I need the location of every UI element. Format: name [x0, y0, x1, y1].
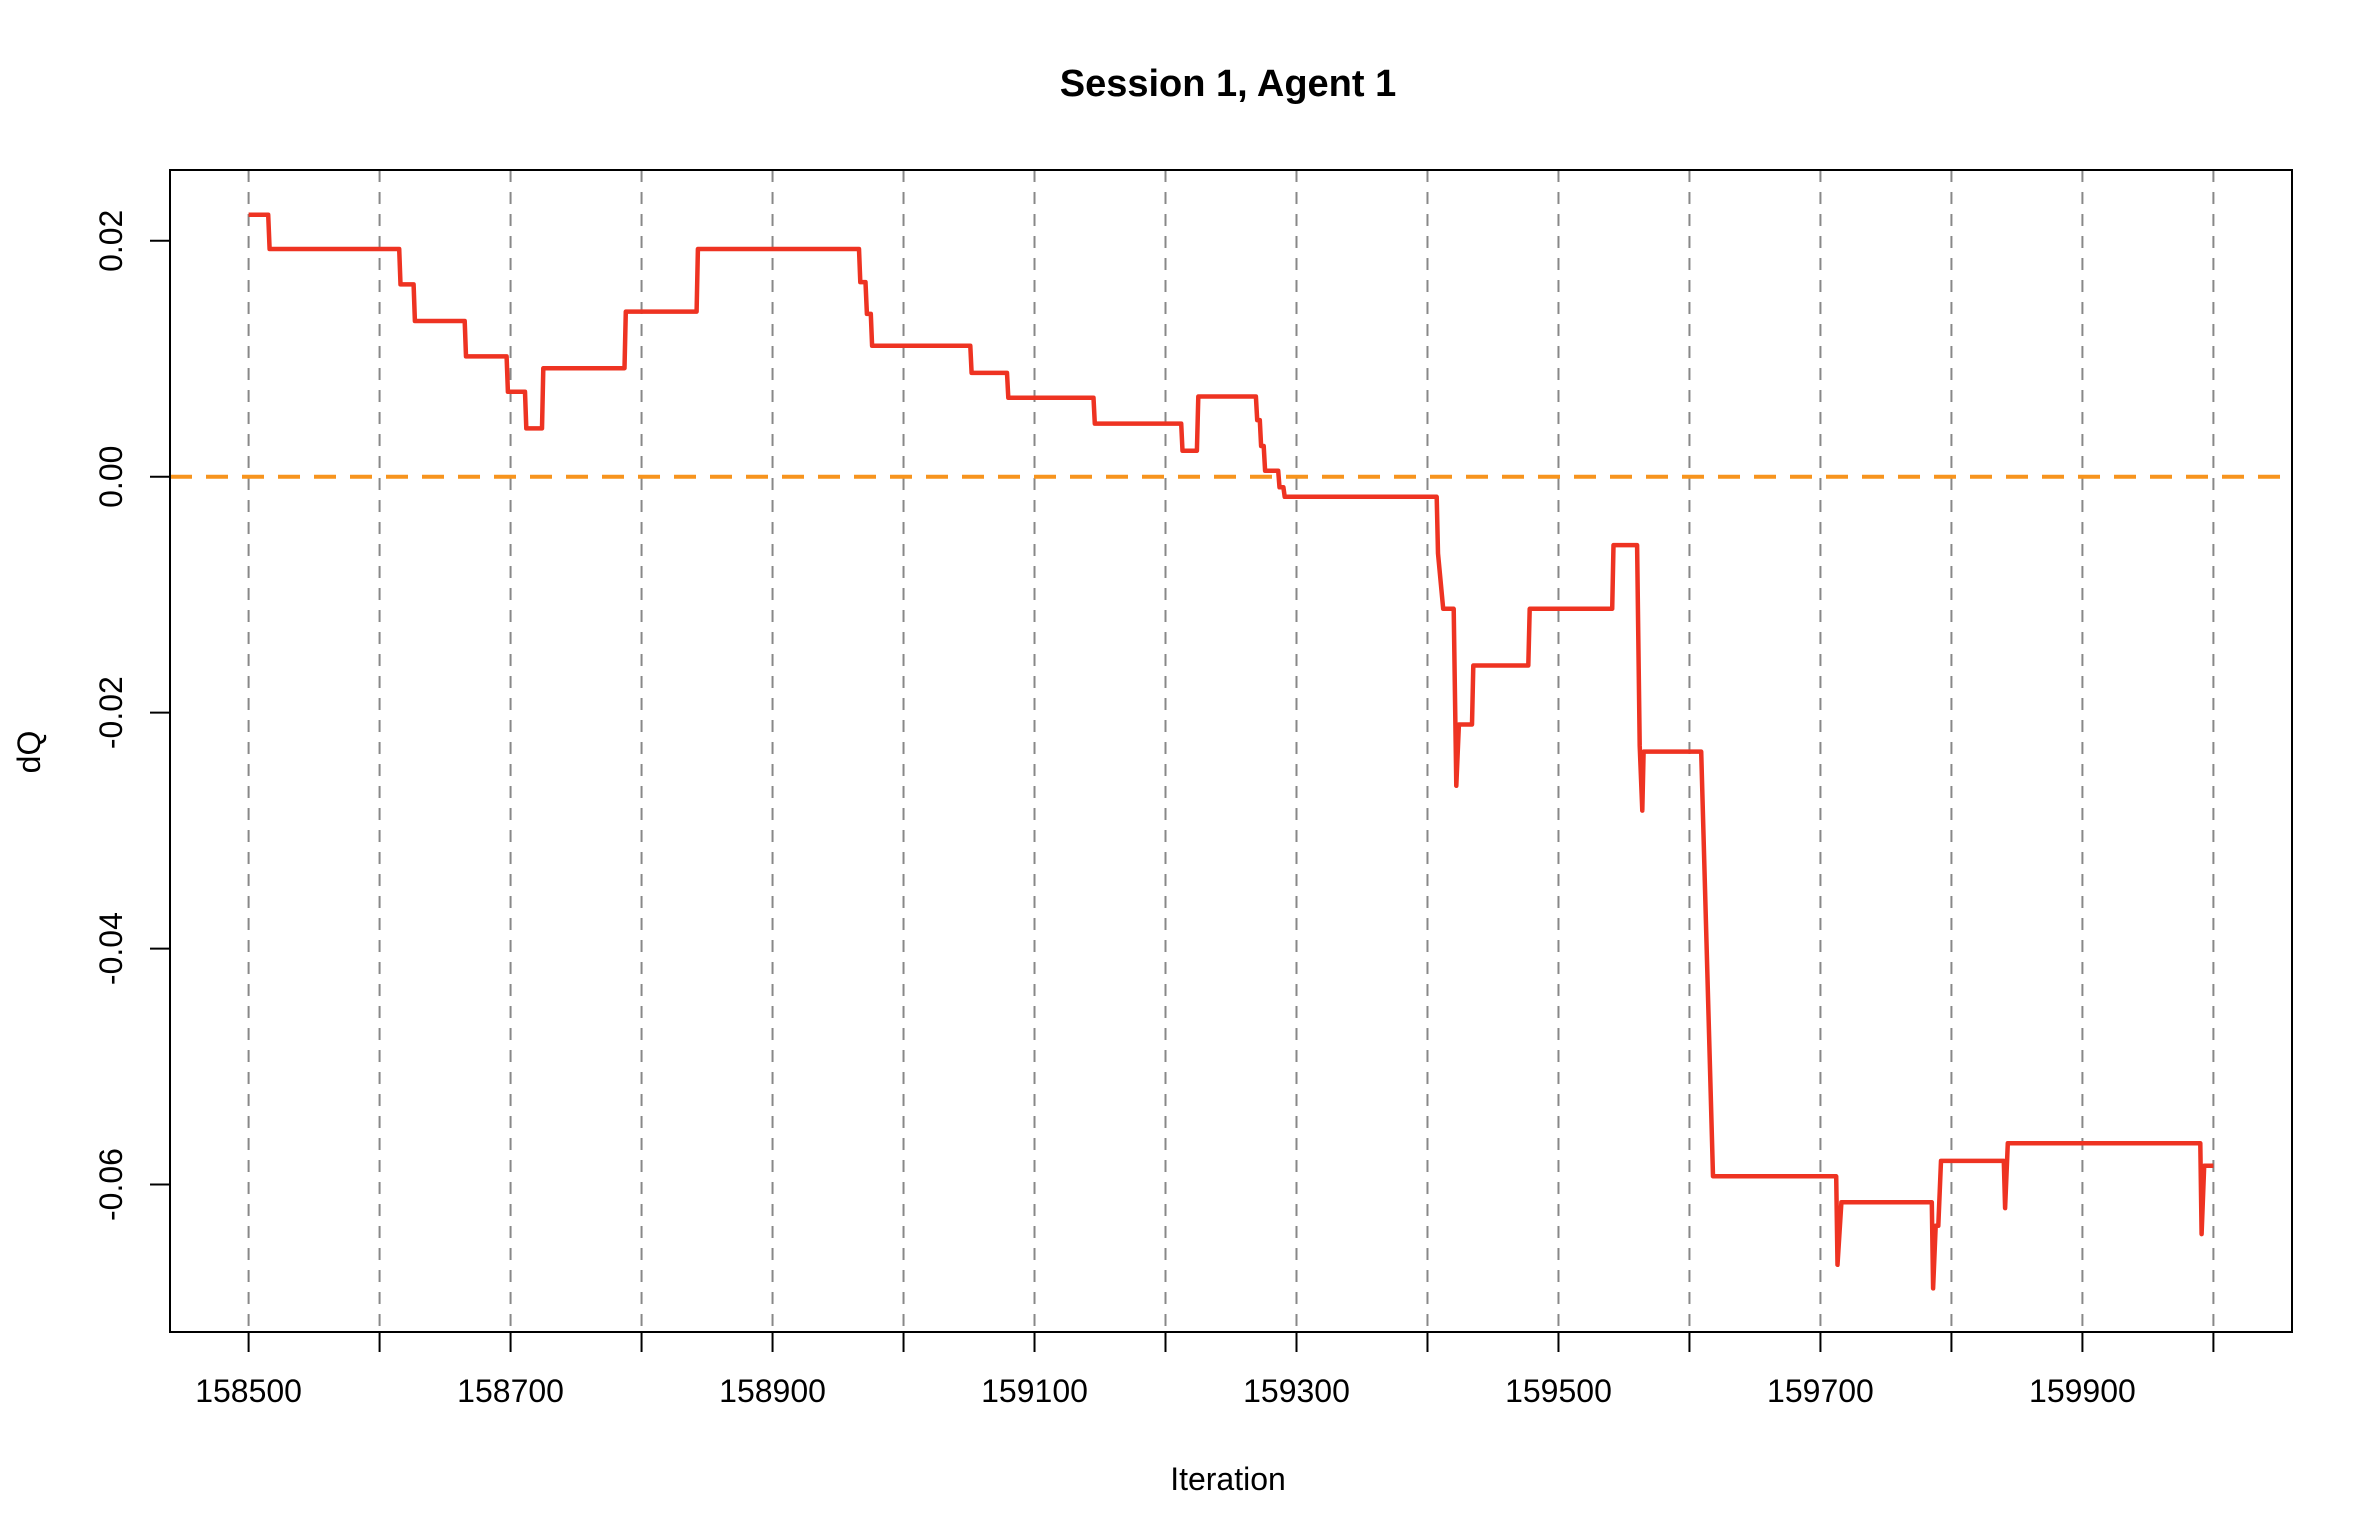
x-tick-label: 158500 — [195, 1373, 302, 1409]
y-tick-label: -0.04 — [93, 912, 129, 985]
y-axis: 0.02 0.00 -0.02 -0.04 -0.06 — [93, 210, 170, 1221]
vertical-grid — [247, 170, 2215, 1332]
x-axis: 158500 158700 158900 159100 159300 159500 1597… — [195, 1332, 2215, 1409]
y-tick-label: -0.02 — [93, 676, 129, 749]
x-tick-label: 158700 — [457, 1373, 564, 1409]
x-axis-label: Iteration — [1170, 1461, 1286, 1497]
chart-title: Session 1, Agent 1 — [1060, 63, 1396, 105]
y-tick-label: -0.06 — [93, 1148, 129, 1221]
x-tick-label: 159900 — [2029, 1373, 2136, 1409]
y-tick-label: 0.02 — [93, 210, 129, 272]
series-line — [248, 212, 2214, 1291]
y-axis-label: dQ — [11, 731, 47, 774]
x-tick-label: 158900 — [719, 1373, 826, 1409]
x-tick-label: 159300 — [1243, 1373, 1350, 1409]
x-tick-label: 159500 — [1505, 1373, 1612, 1409]
x-tick-label: 159100 — [981, 1373, 1088, 1409]
plot-frame — [169, 169, 2293, 1333]
y-tick-label: 0.00 — [93, 446, 129, 508]
x-tick-label: 159700 — [1767, 1373, 1874, 1409]
